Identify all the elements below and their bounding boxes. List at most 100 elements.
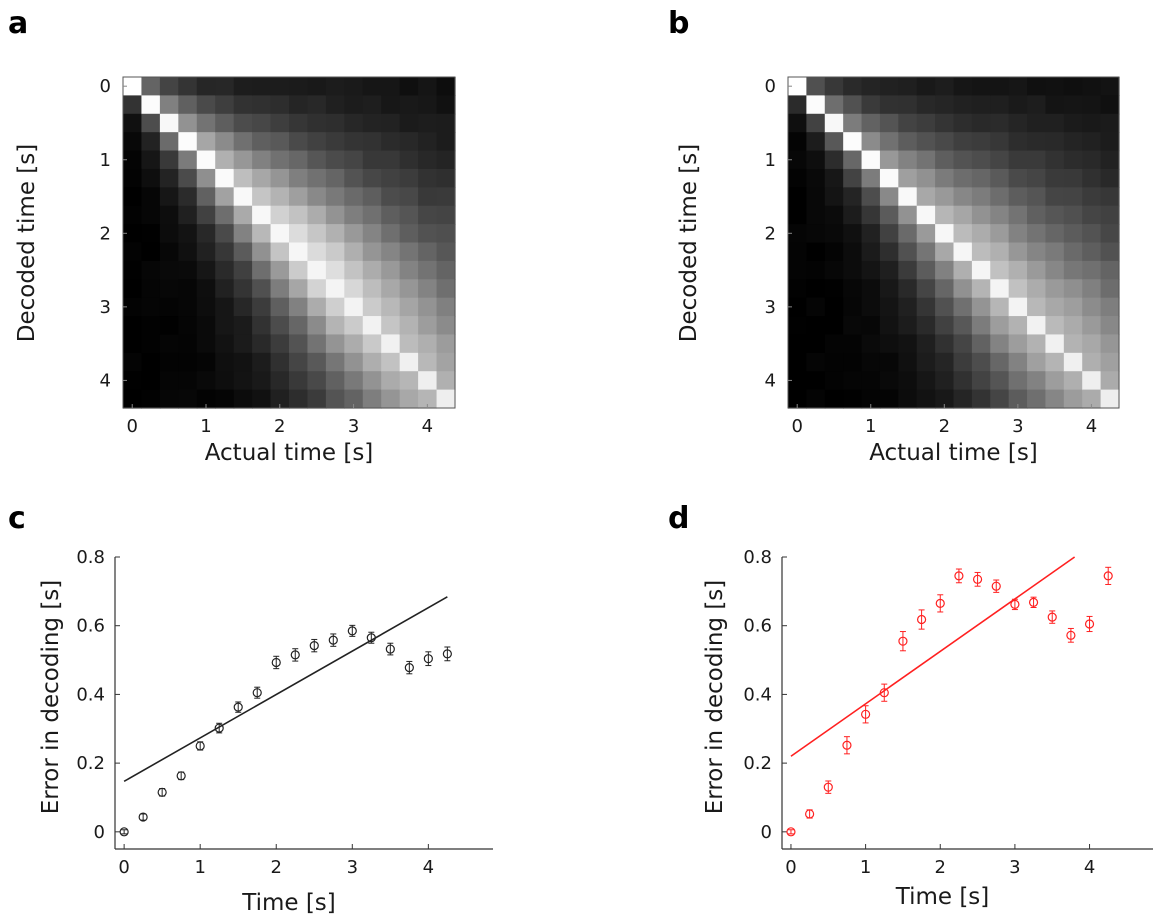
heatmap-cell-b-15-17 [1063, 389, 1083, 409]
heatmap-cell-b-14-11 [1045, 279, 1065, 299]
heatmap-cell-b-17-6 [1100, 187, 1120, 207]
heatmap-cell-b-10-5 [971, 168, 991, 188]
heatmap-cell-b-3-16 [843, 371, 863, 391]
heatmap-cell-a-5-16 [215, 371, 235, 391]
heatmap-cell-b-13-3 [1027, 132, 1047, 152]
heatmap-cell-b-8-4 [935, 150, 955, 170]
x-axis-label-c: Time [s] [241, 890, 336, 916]
heatmap-cell-b-13-7 [1027, 205, 1047, 225]
heatmap-cell-b-0-4 [788, 150, 807, 170]
heatmap-cell-b-16-11 [1082, 279, 1102, 299]
heatmap-cell-b-2-1 [824, 95, 844, 115]
heatmap-cell-b-12-2 [1008, 113, 1028, 133]
heatmap-cell-b-2-17 [824, 389, 844, 409]
heatmap-cell-b-17-14 [1100, 334, 1120, 354]
heatmap-cell-a-9-3 [289, 132, 309, 152]
heatmap-cell-b-0-3 [788, 132, 807, 152]
heatmap-cell-b-10-6 [971, 187, 991, 207]
heatmap-cell-a-13-2 [362, 113, 382, 133]
heatmap-cell-b-0-11 [788, 279, 807, 299]
data-point-d-1 [805, 809, 815, 819]
heatmap-cell-b-14-2 [1045, 113, 1065, 133]
heatmap-cell-b-10-7 [971, 205, 991, 225]
heatmap-cell-b-16-9 [1082, 242, 1102, 262]
heatmap-cell-b-14-3 [1045, 132, 1065, 152]
heatmap-cell-b-4-0 [861, 77, 881, 96]
heatmap-cell-b-6-4 [898, 150, 918, 170]
y-tick-label-b-3: 3 [765, 297, 776, 318]
heatmap-cell-b-8-5 [935, 168, 955, 188]
heatmap-cell-b-6-13 [898, 316, 918, 336]
heatmap-cell-b-10-13 [971, 316, 991, 336]
heatmap-cell-b-13-14 [1027, 334, 1047, 354]
heatmap-cell-a-7-15 [252, 352, 272, 372]
data-point-d-9 [954, 571, 964, 581]
heatmap-cell-b-5-16 [879, 371, 899, 391]
heatmap-cell-b-13-2 [1027, 113, 1047, 133]
heatmap-cell-a-17-15 [436, 352, 456, 372]
heatmap-cell-b-2-15 [824, 352, 844, 372]
heatmap-cell-b-7-12 [916, 297, 936, 317]
heatmap-cell-a-1-6 [141, 187, 161, 207]
heatmap-cell-a-13-3 [362, 132, 382, 152]
heatmap-cell-b-14-6 [1045, 187, 1065, 207]
y-tick-label-c-4: 0.8 [76, 547, 105, 568]
heatmap-cell-a-1-5 [141, 168, 161, 188]
heatmap-cell-a-8-16 [270, 371, 290, 391]
heatmap-cell-b-14-12 [1045, 297, 1065, 317]
heatmap-cell-a-14-15 [381, 352, 401, 372]
heatmap-cell-b-6-6 [898, 187, 918, 207]
heatmap-cell-b-0-12 [788, 297, 807, 317]
y-tick-label-d-3: 0.6 [743, 616, 772, 637]
heatmap-cell-b-7-2 [916, 113, 936, 133]
heatmap-cell-a-1-15 [141, 352, 161, 372]
heatmap-frame-a [122, 76, 456, 409]
heatmap-cell-a-2-0 [159, 77, 179, 96]
panel-c-scatter: 0 1 2 3 4 0 0.2 0.4 0.6 0.8 Time [s] Error in de… [38, 547, 493, 916]
heatmap-cell-a-11-15 [325, 352, 345, 372]
x-tick-label-a-2: 2 [274, 416, 285, 437]
heatmap-cell-b-16-5 [1082, 168, 1102, 188]
heatmap-cell-a-1-9 [141, 242, 161, 262]
heatmap-cell-b-0-13 [788, 316, 807, 336]
heatmap-cell-a-7-14 [252, 334, 272, 354]
heatmap-cell-a-8-6 [270, 187, 290, 207]
heatmap-cell-a-14-17 [381, 389, 401, 409]
heatmap-cell-b-5-7 [879, 205, 899, 225]
heatmap-cell-b-15-9 [1063, 242, 1083, 262]
heatmap-cell-a-6-3 [233, 132, 253, 152]
y-tick-label-b-1: 1 [765, 150, 776, 171]
heatmap-cell-a-17-7 [436, 205, 456, 225]
heatmap-cell-b-14-7 [1045, 205, 1065, 225]
heatmap-cell-a-1-13 [141, 316, 161, 336]
heatmap-cell-a-3-10 [178, 260, 198, 280]
panel-letter-a: a [8, 6, 28, 41]
heatmap-cell-a-8-14 [270, 334, 290, 354]
heatmap-cell-b-12-8 [1008, 224, 1028, 244]
heatmap-cell-a-16-13 [418, 316, 438, 336]
x-tick-label-d-1: 1 [860, 857, 871, 878]
heatmap-cell-a-15-10 [399, 260, 419, 280]
heatmap-cell-a-8-11 [270, 279, 290, 299]
heatmap-cell-a-4-13 [196, 316, 216, 336]
heatmap-cell-b-17-10 [1100, 260, 1120, 280]
heatmap-cell-b-13-1 [1027, 95, 1047, 115]
heatmap-cell-b-7-9 [916, 242, 936, 262]
heatmap-cell-a-5-4 [215, 150, 235, 170]
heatmap-cell-a-1-3 [141, 132, 161, 152]
heatmap-cell-b-16-15 [1082, 352, 1102, 372]
heatmap-cell-a-12-12 [344, 297, 364, 317]
heatmap-cell-a-17-6 [436, 187, 456, 207]
heatmap-cell-a-2-15 [159, 352, 179, 372]
heatmap-cell-a-16-7 [418, 205, 438, 225]
heatmap-cell-b-2-8 [824, 224, 844, 244]
data-point-d-12 [1010, 599, 1020, 610]
heatmap-cell-a-9-6 [289, 187, 309, 207]
heatmap-cell-a-6-9 [233, 242, 253, 262]
heatmap-cell-b-15-16 [1063, 371, 1083, 391]
heatmap-cell-a-16-8 [418, 224, 438, 244]
heatmap-cell-b-15-11 [1063, 279, 1083, 299]
x-tick-label-c-4: 4 [423, 857, 434, 878]
heatmap-cell-b-2-16 [824, 371, 844, 391]
x-ticks-b: 0 1 2 3 4 [791, 404, 1097, 437]
